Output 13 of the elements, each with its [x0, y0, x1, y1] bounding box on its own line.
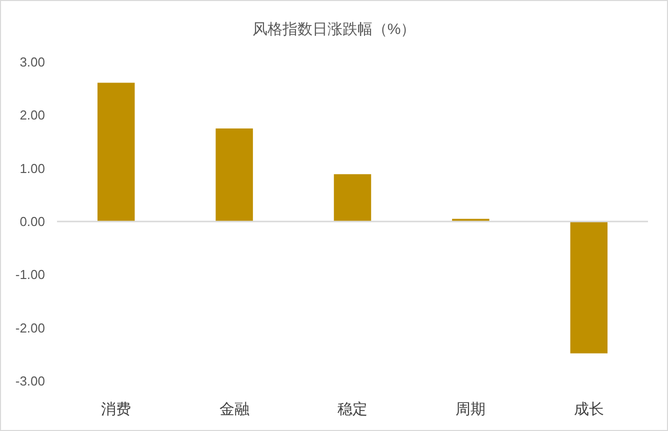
x-tick-label: 消费: [101, 401, 132, 418]
x-tick-label: 成长: [574, 401, 604, 418]
x-tick-label: 周期: [456, 401, 486, 418]
title: 风格指数日涨跌幅（%）: [252, 21, 416, 38]
y-tick-label: -1.00: [15, 267, 45, 282]
y-tick-label: 3.00: [20, 54, 45, 70]
x-tick-label: 稳定: [338, 401, 368, 418]
y-tick-label: 0.00: [20, 214, 45, 229]
y-tick-label: -2.00: [15, 320, 45, 336]
y-tick-label: 1.00: [20, 160, 45, 176]
x-tick-label: 金融: [219, 401, 250, 418]
y-tick-label: 2.00: [20, 108, 45, 123]
y-tick-label: -3.00: [15, 374, 45, 388]
